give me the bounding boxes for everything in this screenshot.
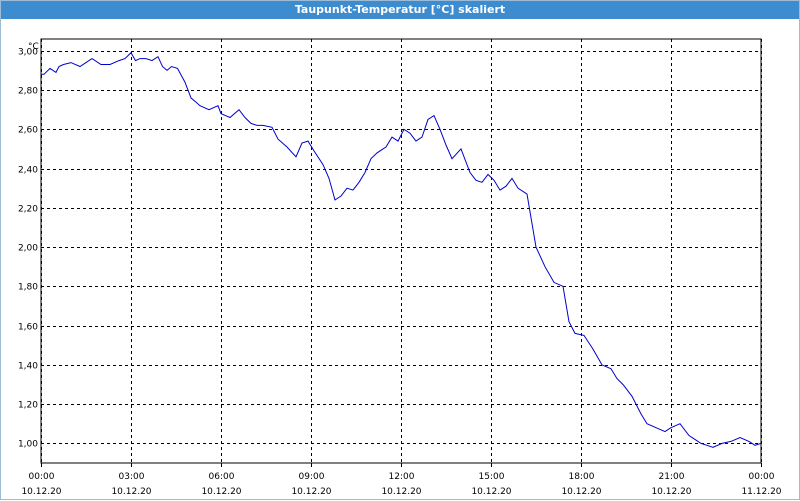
x-tick-time-label: 09:00	[299, 472, 325, 482]
x-tick-time-label: 18:00	[569, 472, 595, 482]
y-tick-label: 1,80	[18, 283, 38, 293]
x-tick-time-label: 21:00	[659, 472, 685, 482]
y-tick-label: 2,60	[18, 126, 38, 136]
y-tick-label: 2,20	[18, 205, 38, 215]
y-tick-label: 1,00	[18, 440, 38, 450]
x-tick-time-label: 00:00	[749, 472, 775, 482]
x-tick-date-label: 10.12.20	[561, 487, 601, 497]
x-tick-date-label: 10.12.20	[291, 487, 331, 497]
y-tick-label: 1,40	[18, 362, 38, 372]
x-tick-date-label: 10.12.20	[201, 487, 241, 497]
x-tick-time-label: 12:00	[389, 472, 415, 482]
x-tick-time-label: 15:00	[479, 472, 505, 482]
y-tick-label: 3,00	[18, 48, 38, 58]
x-tick-time-label: 03:00	[119, 472, 145, 482]
x-tick-date-label: 11.12.20	[741, 487, 781, 497]
x-tick-date-label: 10.12.20	[471, 487, 511, 497]
x-tick-date-label: 10.12.20	[381, 487, 421, 497]
y-tick-label: 1,20	[18, 401, 38, 411]
x-tick-time-label: 00:00	[29, 472, 55, 482]
y-tick-label: 2,40	[18, 166, 38, 176]
y-tick-label: 2,00	[18, 244, 38, 254]
x-tick-date-label: 10.12.20	[111, 487, 151, 497]
x-tick-date-label: 10.12.20	[651, 487, 691, 497]
x-tick-date-label: 10.12.20	[21, 487, 61, 497]
chart-title: Taupunkt-Temperatur [°C] skaliert	[1, 1, 799, 19]
series-line	[41, 51, 762, 448]
y-tick-label: 1,60	[18, 323, 38, 333]
y-axis-unit-label: °C	[28, 42, 39, 52]
x-tick-time-label: 06:00	[209, 472, 235, 482]
y-tick-label: 2,80	[18, 87, 38, 97]
